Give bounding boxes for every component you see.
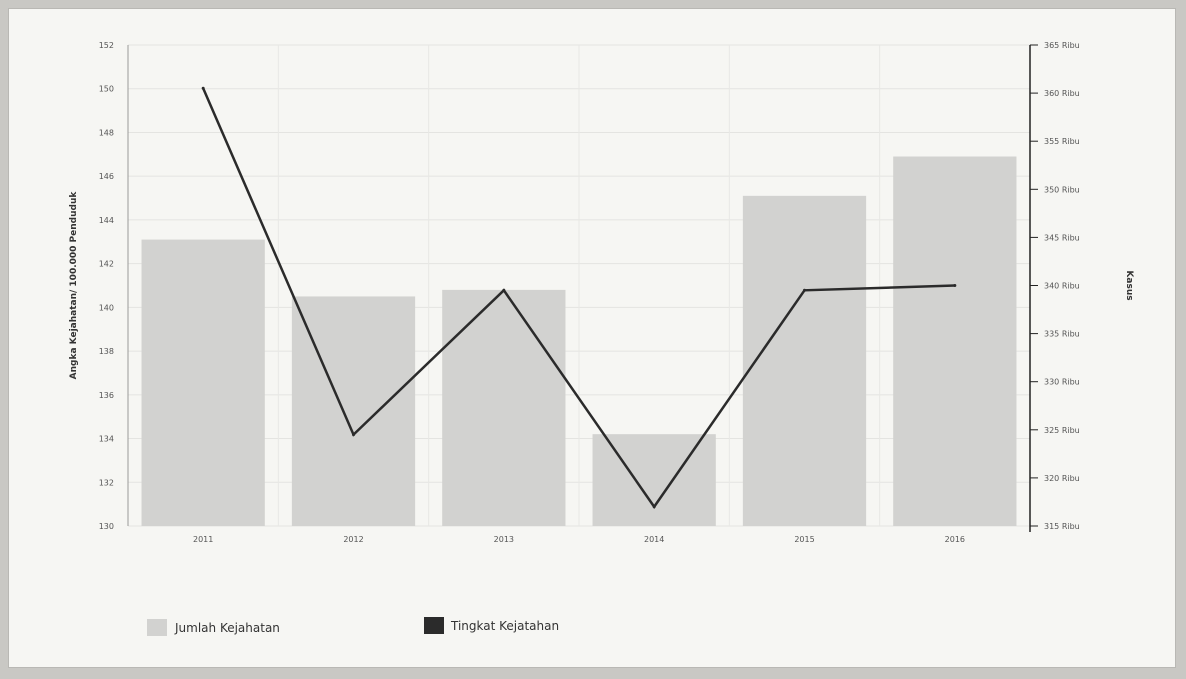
y2-tick-label: 355 Ribu <box>1044 137 1080 146</box>
legend: Jumlah Kejahatan Tingkat Kejatahan <box>147 617 559 636</box>
y-tick-label: 148 <box>99 128 114 137</box>
y2-tick-label: 330 Ribu <box>1044 378 1080 387</box>
x-tick-label: 2013 <box>494 535 514 544</box>
y2-tick-label: 350 Ribu <box>1044 185 1080 194</box>
line-point-2016 <box>953 284 957 287</box>
y-tick-label: 130 <box>99 522 114 531</box>
y-tick-label: 136 <box>99 391 114 400</box>
y2-tick-label: 320 Ribu <box>1044 474 1080 483</box>
y-axis-title: Angka Kejahatan/ 100.000 Penduduk <box>69 191 79 380</box>
bar-2016 <box>893 156 1017 526</box>
line-point-2013 <box>502 288 506 292</box>
y-tick-label: 140 <box>99 303 114 312</box>
x-tick-label: 2015 <box>794 535 814 544</box>
line-point-2012 <box>352 433 355 437</box>
line-point-2015 <box>803 288 806 292</box>
line-point-2011 <box>201 86 205 90</box>
y2-tick-label: 315 Ribu <box>1044 522 1080 531</box>
x-tick-label: 2016 <box>945 535 965 544</box>
bar-2011 <box>141 239 265 526</box>
y-tick-label: 152 <box>99 41 114 50</box>
bar-series <box>141 156 1017 527</box>
y-tick-label: 134 <box>99 435 114 444</box>
y-tick-label: 132 <box>99 478 114 487</box>
bar-2015 <box>742 195 867 527</box>
y-tick-label: 150 <box>99 85 114 94</box>
y2-tick-label: 360 Ribu <box>1044 89 1080 98</box>
y2-tick-label: 335 Ribu <box>1044 330 1080 339</box>
x-tick-label: 2012 <box>343 535 363 544</box>
y-tick-label: 144 <box>99 216 114 225</box>
bar-2013 <box>442 289 566 526</box>
line-point-2014 <box>652 505 656 509</box>
y2-tick-label: 365 Ribu <box>1044 41 1080 50</box>
bar-2012 <box>291 296 416 526</box>
y-tick-label: 138 <box>99 347 114 356</box>
x-tick-label: 2014 <box>644 535 664 544</box>
y2-axis-title: Kasus <box>1124 270 1134 300</box>
y-tick-label: 146 <box>99 172 114 181</box>
legend-swatch-jumlah <box>147 619 167 636</box>
y-tick-label: 142 <box>99 260 114 269</box>
legend-label-tingkat: Tingkat Kejatahan <box>450 619 559 633</box>
y2-tick-label: 340 Ribu <box>1044 282 1080 291</box>
axes: 130 132 134 136 138 140 142 144 146 148 150 152 2011… <box>69 41 1134 544</box>
line-series <box>201 86 957 509</box>
x-tick-label: 2011 <box>193 535 213 544</box>
y2-tick-label: 345 Ribu <box>1044 233 1080 242</box>
legend-label-jumlah: Jumlah Kejahatan <box>174 621 280 635</box>
y2-tick-label: 325 Ribu <box>1044 426 1080 435</box>
legend-swatch-tingkat <box>424 617 444 634</box>
bar-2014 <box>592 434 716 526</box>
line-path <box>202 87 955 509</box>
